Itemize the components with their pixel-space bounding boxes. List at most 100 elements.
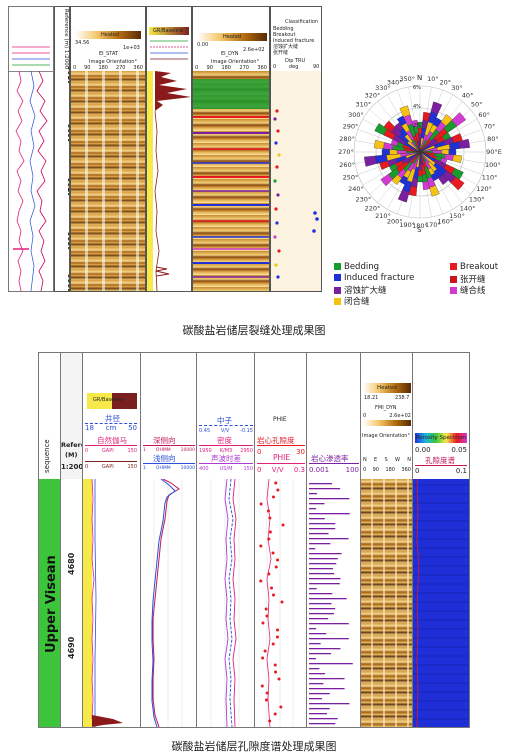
rose-angle-label: 320°: [365, 91, 381, 99]
fmi-tick2: 90: [372, 467, 379, 473]
image2-tick: 360: [257, 65, 267, 71]
sonic-min: 400: [199, 466, 209, 472]
perm-bar: [309, 618, 329, 620]
spectrum-min2: 0: [415, 467, 420, 475]
perm-bar: [309, 578, 341, 580]
rose-angle-label: 260°: [339, 161, 355, 169]
static-image-track: Heated 34.56 1e+03 EI_STAT Image Orienta…: [70, 6, 146, 292]
spectrum-label: 孔隙度谱: [425, 456, 455, 465]
neutron-min: 0.45: [199, 428, 211, 434]
legend-label: 缝合线: [460, 286, 486, 296]
image1-tick: 270: [115, 65, 126, 71]
deep-res-max: 10000: [180, 448, 195, 453]
phie-core-point: [259, 544, 263, 548]
phie-core-point: [265, 614, 269, 618]
rose-angle-label: 60°: [478, 111, 490, 119]
perm-bar: [309, 678, 345, 680]
phie-core-min: 0: [257, 448, 262, 456]
legend-label: 张开缝: [460, 275, 486, 285]
image2-min: 0.00: [197, 42, 209, 48]
perm-bar: [309, 688, 345, 690]
phie-header: PHIE: [273, 416, 287, 423]
rose-angle-label: 240°: [348, 185, 364, 193]
sequence-label: sequence: [43, 439, 51, 473]
perm-bar: [309, 583, 340, 585]
neutron-label: 中子: [217, 416, 232, 425]
zone-fill: [39, 479, 60, 727]
image1-tick: 0: [73, 65, 77, 71]
phie-core-point: [270, 586, 274, 590]
rose-angle-label: 210°: [375, 212, 391, 220]
perm-bar: [309, 528, 336, 530]
dip-class: Induced fracture: [273, 38, 315, 44]
rose-diagram: 10° 20°30°40°50° 60° 70° 80° 90°E 100° 110° 120°…: [338, 75, 502, 230]
legend-label: Breakout: [460, 262, 499, 272]
perm-bar: [309, 483, 333, 485]
dynamic-image-sinusoids: [193, 79, 269, 278]
perm-bar: [309, 648, 341, 650]
fmi-tick2: 0: [363, 467, 367, 473]
rose-angle-label: 140°: [460, 205, 476, 213]
perm-min: 0.001: [309, 466, 330, 474]
phie-core-point: [271, 642, 275, 646]
rose-angle-label: 130°: [469, 196, 485, 204]
perm-bar: [309, 548, 316, 550]
curve-body: [13, 71, 48, 291]
rose-angle-label: 190°: [399, 221, 415, 229]
spectrum-overlay: [413, 479, 469, 727]
gr-caliper-track: GR/Baseline 井径 18 cm 50 自然伽马 0 GAPI 150 …: [83, 353, 141, 727]
legend-swatch: [334, 287, 341, 294]
spectrum-max: 0.05: [451, 446, 467, 454]
rose-angle-label: 220°: [365, 205, 381, 213]
rose-angle-label: 180°: [412, 222, 428, 230]
perm-bar: [309, 513, 350, 515]
permeability-body: [309, 483, 353, 725]
image1-label: Image Orientation°: [89, 59, 137, 65]
rose-angle-label: 300°: [348, 111, 364, 119]
fmi-name: FMI_DYN: [375, 405, 397, 411]
image1-min: 34.56: [75, 40, 90, 46]
deep-res-label: 深侧向: [153, 436, 176, 445]
image1-name: EI_STAT: [99, 51, 119, 57]
figure-1: Reference (m) 1:2000 4500 4600 4700 4800…: [0, 0, 508, 340]
fmi-tick2: 180: [385, 467, 395, 473]
perm-bar: [309, 653, 332, 655]
perm-bar: [309, 723, 336, 725]
rose-angle-label: 160°: [437, 218, 453, 226]
gr2-unit: GAPI: [101, 464, 114, 470]
gr-track: GR/Baseline: [146, 6, 192, 292]
log-curve-track: [8, 6, 54, 292]
dynamic-image-track: Heated 0.00 2.6e+02 EI_DYN Image Orienta…: [192, 6, 270, 292]
phie-core-point: [276, 628, 280, 632]
gr-min: 0: [85, 448, 89, 454]
phie-core-point: [268, 530, 272, 534]
perm-bar: [309, 668, 320, 670]
permeability-track: 岩心渗透率 0.001 100: [307, 353, 361, 727]
phie-core-point: [259, 502, 263, 506]
perm-bar: [309, 508, 317, 510]
rose-angle-label: 20°: [440, 78, 452, 86]
dip-class-title: Classification: [285, 19, 319, 25]
image1-tick: 90: [84, 65, 91, 71]
figure-2: sequence Upper Visean Reference (M) 1:20…: [38, 352, 470, 728]
legend-label: 溶蚀扩大缝: [344, 286, 387, 296]
perm-bar: [309, 683, 324, 685]
neutron-unit: V/V: [220, 428, 230, 434]
gr-header-lines: [150, 40, 188, 60]
fmi-tick: S: [384, 457, 388, 463]
phie-core-point: [271, 495, 275, 499]
phie-core-point: [277, 677, 281, 681]
phie-core-point: [275, 635, 279, 639]
fmi-tick: N: [407, 457, 411, 463]
perm-bar: [309, 498, 350, 500]
phie-body: [259, 479, 294, 727]
density-min: 1950: [199, 448, 212, 454]
phie-core-point: [271, 593, 275, 597]
perm-bar: [309, 608, 336, 610]
fmi-label: Image Orientation°: [362, 433, 410, 439]
image2-tick: 0: [195, 65, 199, 71]
depth-track: Reference (m) 1:2000 4500 4600 4700 4800…: [54, 6, 70, 292]
deep-res-min: 1: [143, 448, 146, 453]
gr-max: 150: [127, 448, 137, 454]
rose-angle-label: 100°: [485, 161, 501, 169]
